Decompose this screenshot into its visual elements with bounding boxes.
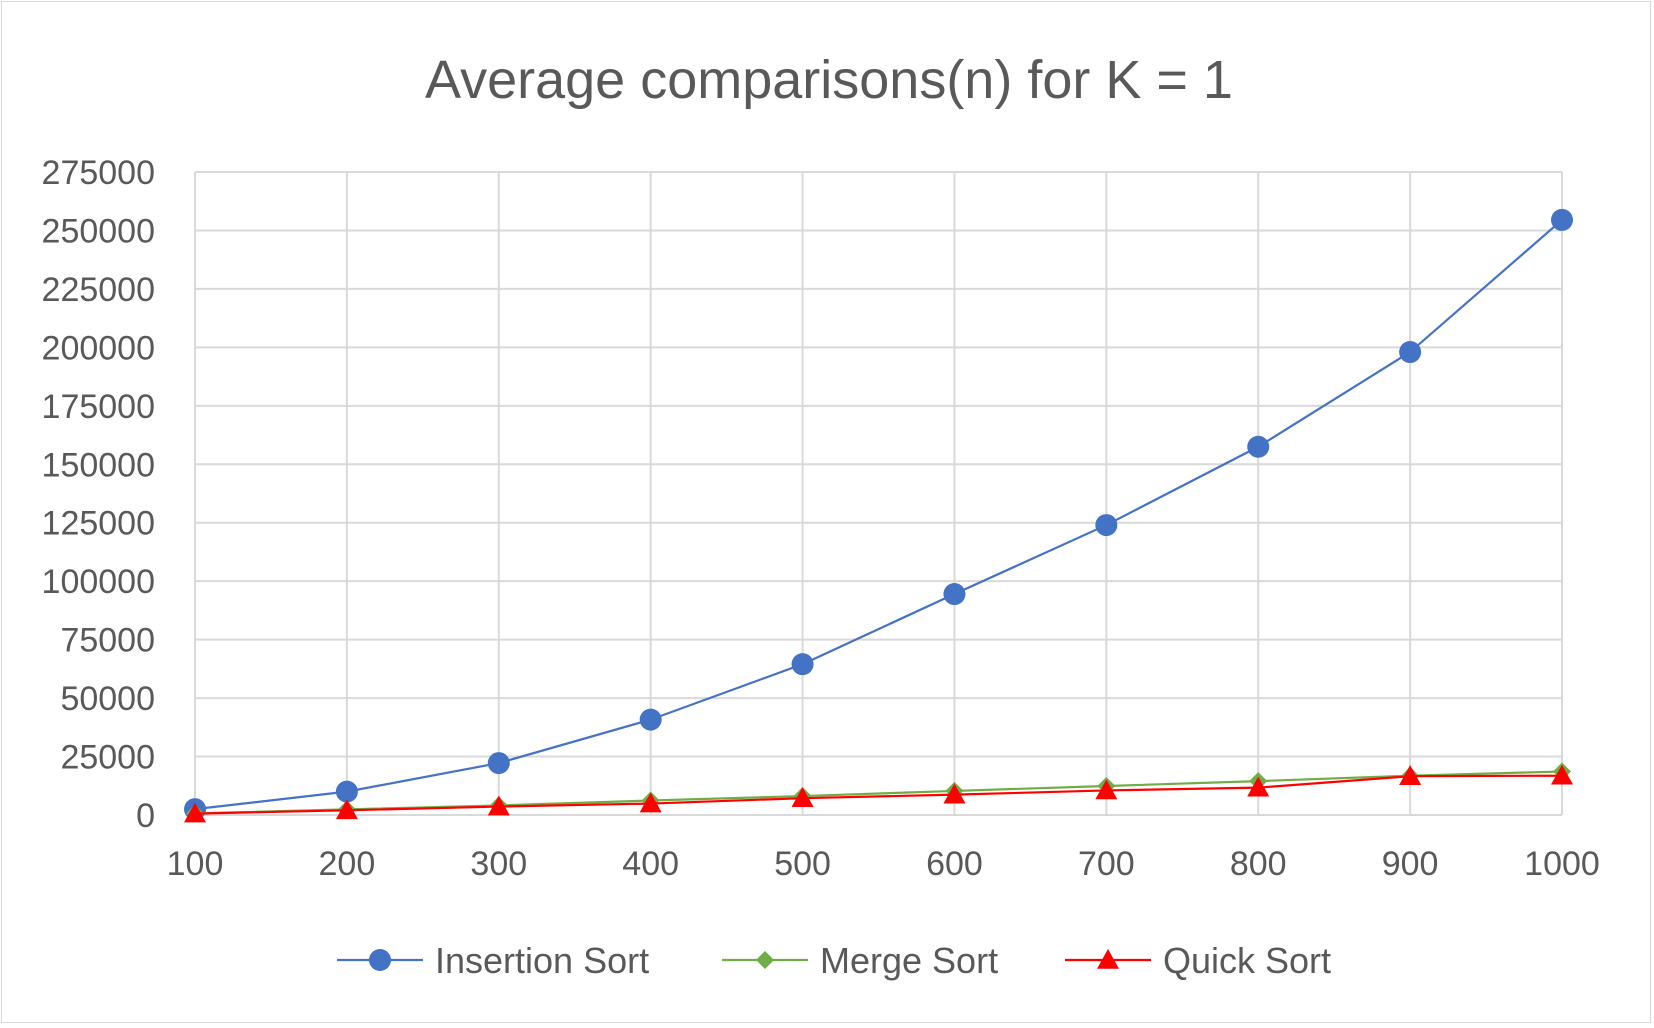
x-tick-label: 200: [319, 845, 376, 883]
grid-lines: [194, 171, 1563, 816]
y-tick-label: 200000: [42, 329, 155, 367]
data-point-quick-sort: [1247, 776, 1270, 797]
y-tick-label: 250000: [42, 212, 155, 250]
data-point-quick-sort: [943, 783, 966, 804]
y-tick-label: 0: [136, 797, 155, 835]
x-tick-label: 1000: [1524, 845, 1600, 883]
legend-marker-merge-sort: [756, 951, 774, 969]
data-point-quick-sort: [1095, 779, 1118, 800]
series-merge-sort: [186, 762, 1571, 823]
x-axis-tick-labels: 100 200 300 400 500 600 700 800 900 1000: [167, 845, 1600, 883]
data-point-quick-sort: [639, 792, 662, 813]
y-tick-label: 175000: [42, 388, 155, 426]
legend-label: Quick Sort: [1163, 940, 1331, 981]
legend-marker-insertion-sort: [369, 949, 391, 971]
y-tick-label: 225000: [42, 271, 155, 309]
legend-item-merge-sort: Merge Sort: [722, 940, 998, 981]
data-point-insertion-sort: [943, 583, 966, 606]
legend-item-insertion-sort: Insertion Sort: [337, 940, 649, 981]
y-tick-label: 125000: [42, 505, 155, 543]
x-tick-label: 400: [622, 845, 679, 883]
data-point-insertion-sort: [1399, 341, 1422, 364]
series-quick-sort: [184, 764, 1573, 823]
data-point-quick-sort: [184, 802, 206, 823]
series-insertion-sort: [184, 208, 1573, 821]
data-point-quick-sort: [335, 799, 358, 820]
data-point-insertion-sort: [487, 752, 510, 775]
legend: Insertion Sort Merge Sort Quick Sort: [337, 940, 1331, 981]
x-tick-label: 900: [1382, 845, 1439, 883]
legend-label: Insertion Sort: [435, 940, 649, 981]
y-axis-tick-labels: 0 25000 50000 75000 100000 125000 150000 175000…: [42, 154, 155, 835]
data-point-insertion-sort: [335, 780, 358, 803]
data-point-quick-sort: [487, 795, 510, 816]
y-tick-label: 100000: [42, 563, 155, 601]
x-tick-label: 800: [1230, 845, 1287, 883]
data-point-quick-sort: [791, 787, 814, 807]
y-tick-label: 150000: [42, 446, 155, 484]
data-point-insertion-sort: [1247, 435, 1270, 458]
series-group: [184, 208, 1573, 823]
x-tick-label: 300: [470, 845, 527, 883]
x-tick-label: 700: [1078, 845, 1135, 883]
series-line-quick-sort: [194, 774, 1563, 815]
data-point-quick-sort: [1399, 765, 1422, 785]
legend-label: Merge Sort: [820, 940, 998, 981]
data-point-quick-sort: [1551, 764, 1573, 785]
data-point-insertion-sort: [1095, 514, 1118, 537]
legend-marker-quick-sort: [1097, 949, 1119, 969]
data-point-insertion-sort: [1551, 208, 1573, 231]
data-point-insertion-sort: [791, 653, 814, 676]
series-line-merge-sort: [194, 770, 1563, 815]
y-tick-label: 50000: [60, 680, 155, 718]
y-tick-label: 75000: [60, 622, 155, 660]
y-tick-label: 25000: [60, 739, 155, 777]
x-tick-label: 500: [774, 845, 831, 883]
y-tick-label: 275000: [42, 154, 155, 192]
legend-item-quick-sort: Quick Sort: [1065, 940, 1331, 981]
x-tick-label: 600: [926, 845, 983, 883]
x-tick-label: 100: [167, 845, 224, 883]
series-line-insertion-sort: [194, 219, 1563, 811]
chart-title: Average comparisons(n) for K = 1: [425, 50, 1233, 110]
data-point-insertion-sort: [639, 708, 662, 731]
